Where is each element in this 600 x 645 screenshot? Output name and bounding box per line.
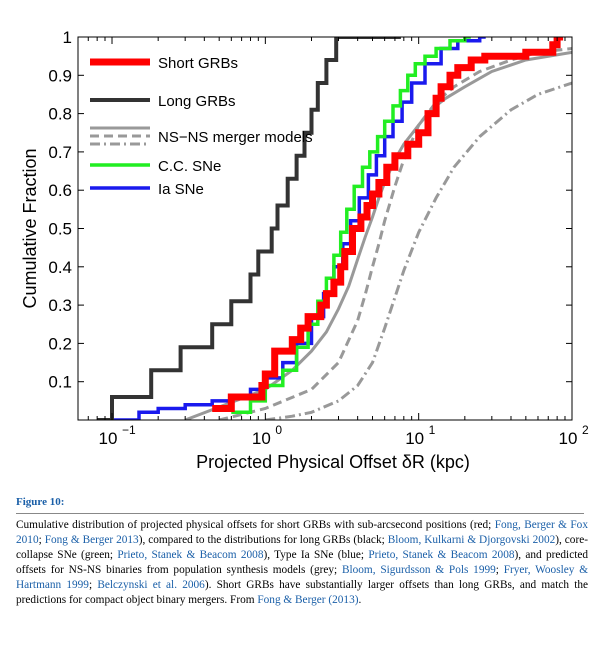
series-line-5 <box>218 47 572 420</box>
caption-reference-link[interactable]: Fong & Berger 2013 <box>44 534 139 546</box>
figure: 0.1 0.2 0.3 0.4 0.5 0.6 0.7 0.8 0.9 1 10 −1 10 0 10 1 10… <box>20 28 589 472</box>
x-tick-label-exponent: 1 <box>429 423 436 437</box>
caption-divider <box>16 513 584 514</box>
plot-frame <box>77 36 573 421</box>
series-line-4 <box>184 50 572 420</box>
caption-reference-link[interactable]: Bloom, Kulkarni & Djorgovski 2002 <box>387 534 556 546</box>
caption-text: Cumulative distribution of projected phy… <box>16 519 495 531</box>
legend-cc-sne-label: C.C. SNe <box>158 158 221 175</box>
caption-text: ; <box>495 564 504 576</box>
caption-text: ), and predicted offsets for NS-NS binar… <box>16 549 589 576</box>
legend-nsns-label: NS−NS merger models <box>158 129 313 146</box>
x-axis-label: Projected Physical Offset δR (kpc) <box>196 452 470 472</box>
caption-text: ). Short GRBs have substantially larger … <box>16 579 588 606</box>
legend-long-grbs-label: Long GRBs <box>158 93 236 110</box>
caption-reference-link[interactable]: Fryer, Woosley & Hartmann 1999 <box>16 564 588 591</box>
caption-reference-link[interactable]: Fong, Berger & Fox 2010 <box>16 519 588 546</box>
caption-reference-link[interactable]: Prieto, Stanek & Beacom 2008 <box>117 549 264 561</box>
x-tick-label: 10 <box>99 429 118 448</box>
caption-text: . <box>358 594 362 606</box>
caption-text: ), core-collapse SNe (green; <box>16 534 588 561</box>
figure-caption: Cumulative distribution of projected phy… <box>16 518 588 608</box>
y-tick-label: 0.6 <box>48 181 72 200</box>
y-tick-label: 0.7 <box>48 143 72 162</box>
caption-reference-link[interactable]: Fong & Berger (2013) <box>257 594 359 606</box>
series-line-1 <box>97 37 401 420</box>
y-tick-label: 0.1 <box>48 373 72 392</box>
chart: 0.1 0.2 0.3 0.4 0.5 0.6 0.7 0.8 0.9 1 10 −1 10 0 10 1 10… <box>20 28 589 472</box>
y-tick-label: 1 <box>63 28 72 47</box>
caption-text: ), compared to the distributions for lon… <box>138 534 388 546</box>
x-tick-label-exponent: 0 <box>275 423 282 437</box>
legend-ia-sne-label: Ia SNe <box>158 181 204 198</box>
legend-short-grbs-label: Short GRBs <box>158 55 238 72</box>
x-tick-label: 10 <box>559 429 578 448</box>
y-tick-label: 0.3 <box>48 296 72 315</box>
caption-text: ; <box>38 534 45 546</box>
caption-text: ), Type Ia SNe (blue; <box>263 549 369 561</box>
series-line-2 <box>231 37 471 415</box>
y-tick-label: 0.4 <box>48 258 72 277</box>
caption-reference-link[interactable]: Prieto, Stanek & Beacom 2008 <box>368 549 515 561</box>
caption-reference-link[interactable]: Bloom, Sigurdsson & Pols 1999 <box>341 564 496 576</box>
y-tick-label: 0.8 <box>48 105 72 124</box>
series-line-0 <box>212 37 564 412</box>
series-line-6 <box>265 81 572 420</box>
x-tick-label-exponent: −1 <box>122 423 136 437</box>
figure-label: Figure 10: <box>16 496 65 508</box>
x-tick-label: 10 <box>252 429 271 448</box>
caption-reference-link[interactable]: Belczynski et al. 2006 <box>97 579 205 591</box>
x-tick-label: 10 <box>405 429 424 448</box>
y-axis-label: Cumulative Fraction <box>20 148 40 308</box>
y-tick-label: 0.2 <box>48 334 72 353</box>
y-tick-label: 0.9 <box>48 66 72 85</box>
x-tick-label-exponent: 2 <box>582 423 589 437</box>
caption-text: ; <box>88 579 98 591</box>
y-tick-label: 0.5 <box>48 220 72 239</box>
